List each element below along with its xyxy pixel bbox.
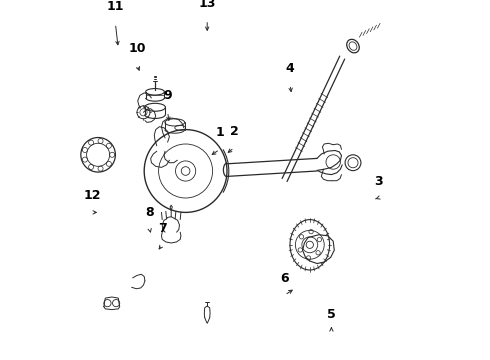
Text: 1: 1: [216, 126, 224, 139]
Text: 10: 10: [128, 42, 146, 55]
Text: 11: 11: [107, 0, 124, 13]
Text: 7: 7: [158, 222, 167, 235]
Text: 6: 6: [280, 272, 289, 285]
Text: 2: 2: [230, 125, 239, 138]
Text: 9: 9: [163, 89, 172, 102]
Text: 3: 3: [374, 175, 383, 188]
Text: 8: 8: [146, 206, 154, 219]
Text: 4: 4: [286, 62, 294, 75]
Text: 5: 5: [327, 308, 336, 321]
Text: 13: 13: [198, 0, 216, 10]
Text: 12: 12: [83, 189, 101, 202]
